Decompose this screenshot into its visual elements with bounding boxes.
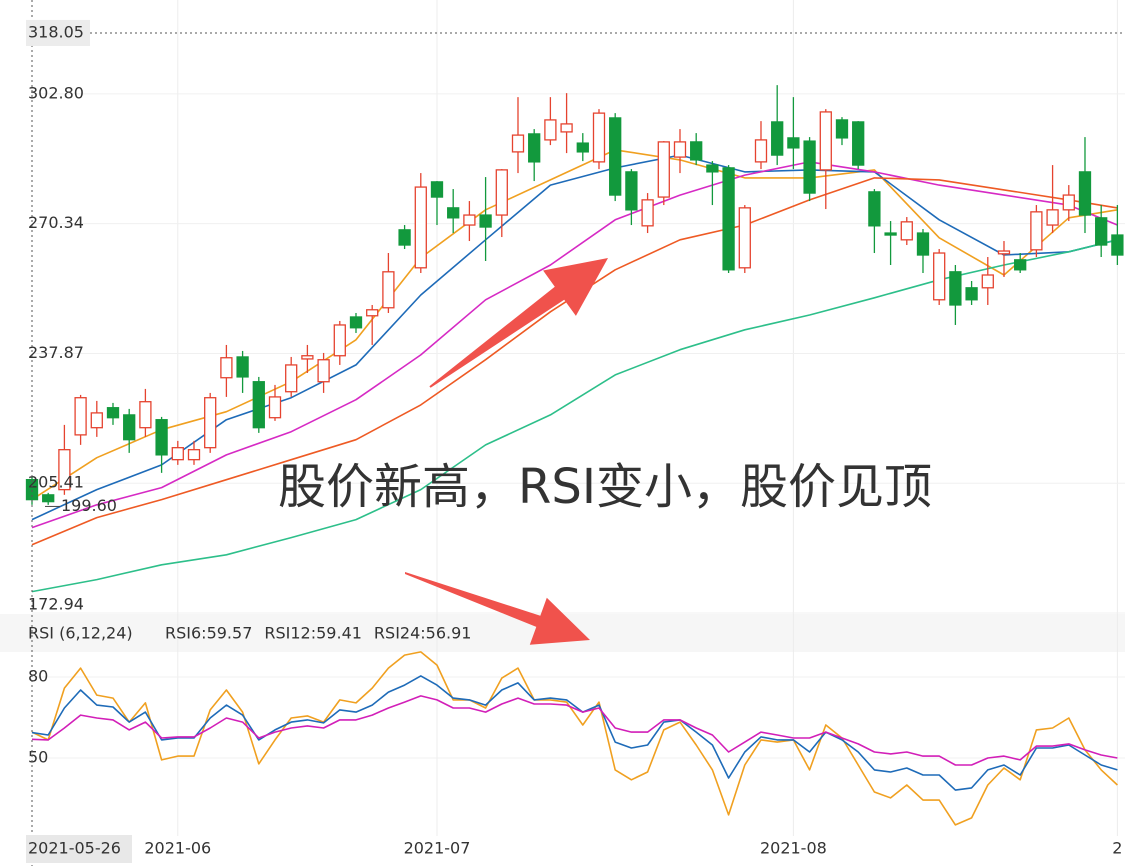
- candle-body: [528, 133, 541, 163]
- candle-body: [1078, 171, 1092, 216]
- candle-body: [1111, 234, 1124, 256]
- candle-body: [1046, 209, 1059, 226]
- candle-body: [106, 407, 120, 419]
- indicator-line: [31, 161, 1118, 529]
- candle-body: [317, 359, 330, 383]
- candle-body: [349, 316, 363, 329]
- y-tick-label: 50: [28, 747, 48, 766]
- crosshair-y-label: 318.05: [28, 22, 84, 41]
- price-marker-label: 199.60: [61, 496, 117, 515]
- candle-body: [58, 449, 71, 491]
- candle-body: [641, 199, 654, 227]
- annotation: 股价新高，RSI变小，股价见顶: [278, 459, 932, 515]
- indicator-line: [31, 651, 1118, 826]
- y-tick-label: 205.41: [28, 473, 84, 492]
- crosshair-y-box: [26, 19, 90, 46]
- candle-body: [1030, 211, 1043, 251]
- labels: 2021-06 2021-07 2021-08 2 172.94 205.41 237.87…: [26, 0, 1125, 866]
- candle-body: [738, 207, 751, 269]
- candle-body: [900, 221, 913, 241]
- crosshair-x-label: 2021-05-26: [28, 839, 121, 858]
- candle-body: [754, 139, 768, 163]
- candle-body: [690, 141, 703, 161]
- y-tick-label: 172.94: [28, 595, 84, 614]
- candle-body: [171, 447, 184, 461]
- arrow: [405, 572, 590, 645]
- candle-body: [511, 134, 525, 153]
- rsi-legend: RSI6:59.57: [165, 624, 252, 643]
- candle-body: [301, 355, 314, 360]
- y-tick-label: 237.87: [28, 343, 84, 362]
- candle-body: [220, 357, 233, 379]
- candle-body: [787, 137, 800, 149]
- candle-body: [1095, 217, 1108, 246]
- candle-body: [625, 171, 638, 211]
- arrow: [429, 258, 608, 388]
- candle-body: [414, 186, 427, 269]
- candle-body: [187, 449, 201, 461]
- candle-body: [74, 397, 87, 436]
- x-tick-label: 2021-07: [404, 839, 471, 858]
- rsi-title: RSI (6,12,24): [28, 624, 133, 643]
- candle-body: [236, 356, 249, 378]
- x-tick-label: 2: [1112, 839, 1122, 858]
- candle-body: [382, 271, 395, 309]
- candle-body: [495, 169, 508, 216]
- x-tick-label: 2021-08: [760, 839, 827, 858]
- candle-body: [722, 167, 735, 271]
- candle-body: [997, 250, 1011, 255]
- rsi-legend: RSI24:56.91: [374, 624, 472, 643]
- candle-body: [155, 419, 168, 456]
- candle-body: [90, 412, 103, 429]
- candle-body: [333, 324, 346, 357]
- indicator-line: [31, 695, 1118, 766]
- candle-body: [42, 494, 55, 503]
- candle-body: [252, 381, 265, 429]
- y-tick-label: 80: [28, 666, 48, 685]
- candle-body: [609, 117, 622, 196]
- candle-body: [852, 121, 865, 166]
- candle-body: [25, 479, 39, 501]
- candle-body: [933, 252, 946, 301]
- candle-body: [657, 141, 670, 198]
- y-tick-label: 302.80: [28, 83, 84, 102]
- candle-body: [949, 271, 962, 306]
- candle-body: [463, 214, 476, 226]
- x-tick-label: 2021-06: [144, 839, 211, 858]
- crosshair-x-box: [26, 835, 132, 863]
- rsi-legend: RSI12:59.41: [264, 624, 362, 643]
- indicator-line: [31, 149, 1118, 501]
- indicator-line: [31, 675, 1118, 791]
- candle-body: [965, 287, 978, 301]
- candle-body: [366, 309, 379, 317]
- candle-body: [673, 141, 687, 158]
- candle-body: [592, 112, 606, 163]
- candle-body: [139, 401, 152, 429]
- candle-body: [398, 229, 411, 246]
- candle-body: [835, 119, 849, 139]
- candle-body: [268, 396, 282, 419]
- candle-body: [1014, 259, 1027, 271]
- candle-body: [771, 121, 784, 156]
- candle-body: [204, 397, 217, 449]
- candle-body: [819, 111, 832, 171]
- candle-body: [981, 274, 994, 289]
- candle-body: [1062, 194, 1075, 211]
- candle-body: [285, 364, 298, 393]
- candle-body: [916, 232, 930, 256]
- candle-body: [884, 232, 897, 236]
- y-tick-label: 270.34: [28, 213, 84, 232]
- candle-body: [706, 164, 719, 173]
- candle-body: [544, 119, 557, 141]
- candle-body: [123, 414, 136, 441]
- candle-body: [803, 140, 816, 194]
- candle-body: [576, 142, 589, 153]
- candle-body: [560, 123, 573, 133]
- candle-body: [447, 207, 460, 219]
- candle-body: [430, 181, 444, 198]
- candle-body: [479, 214, 492, 228]
- candle-body: [868, 191, 881, 227]
